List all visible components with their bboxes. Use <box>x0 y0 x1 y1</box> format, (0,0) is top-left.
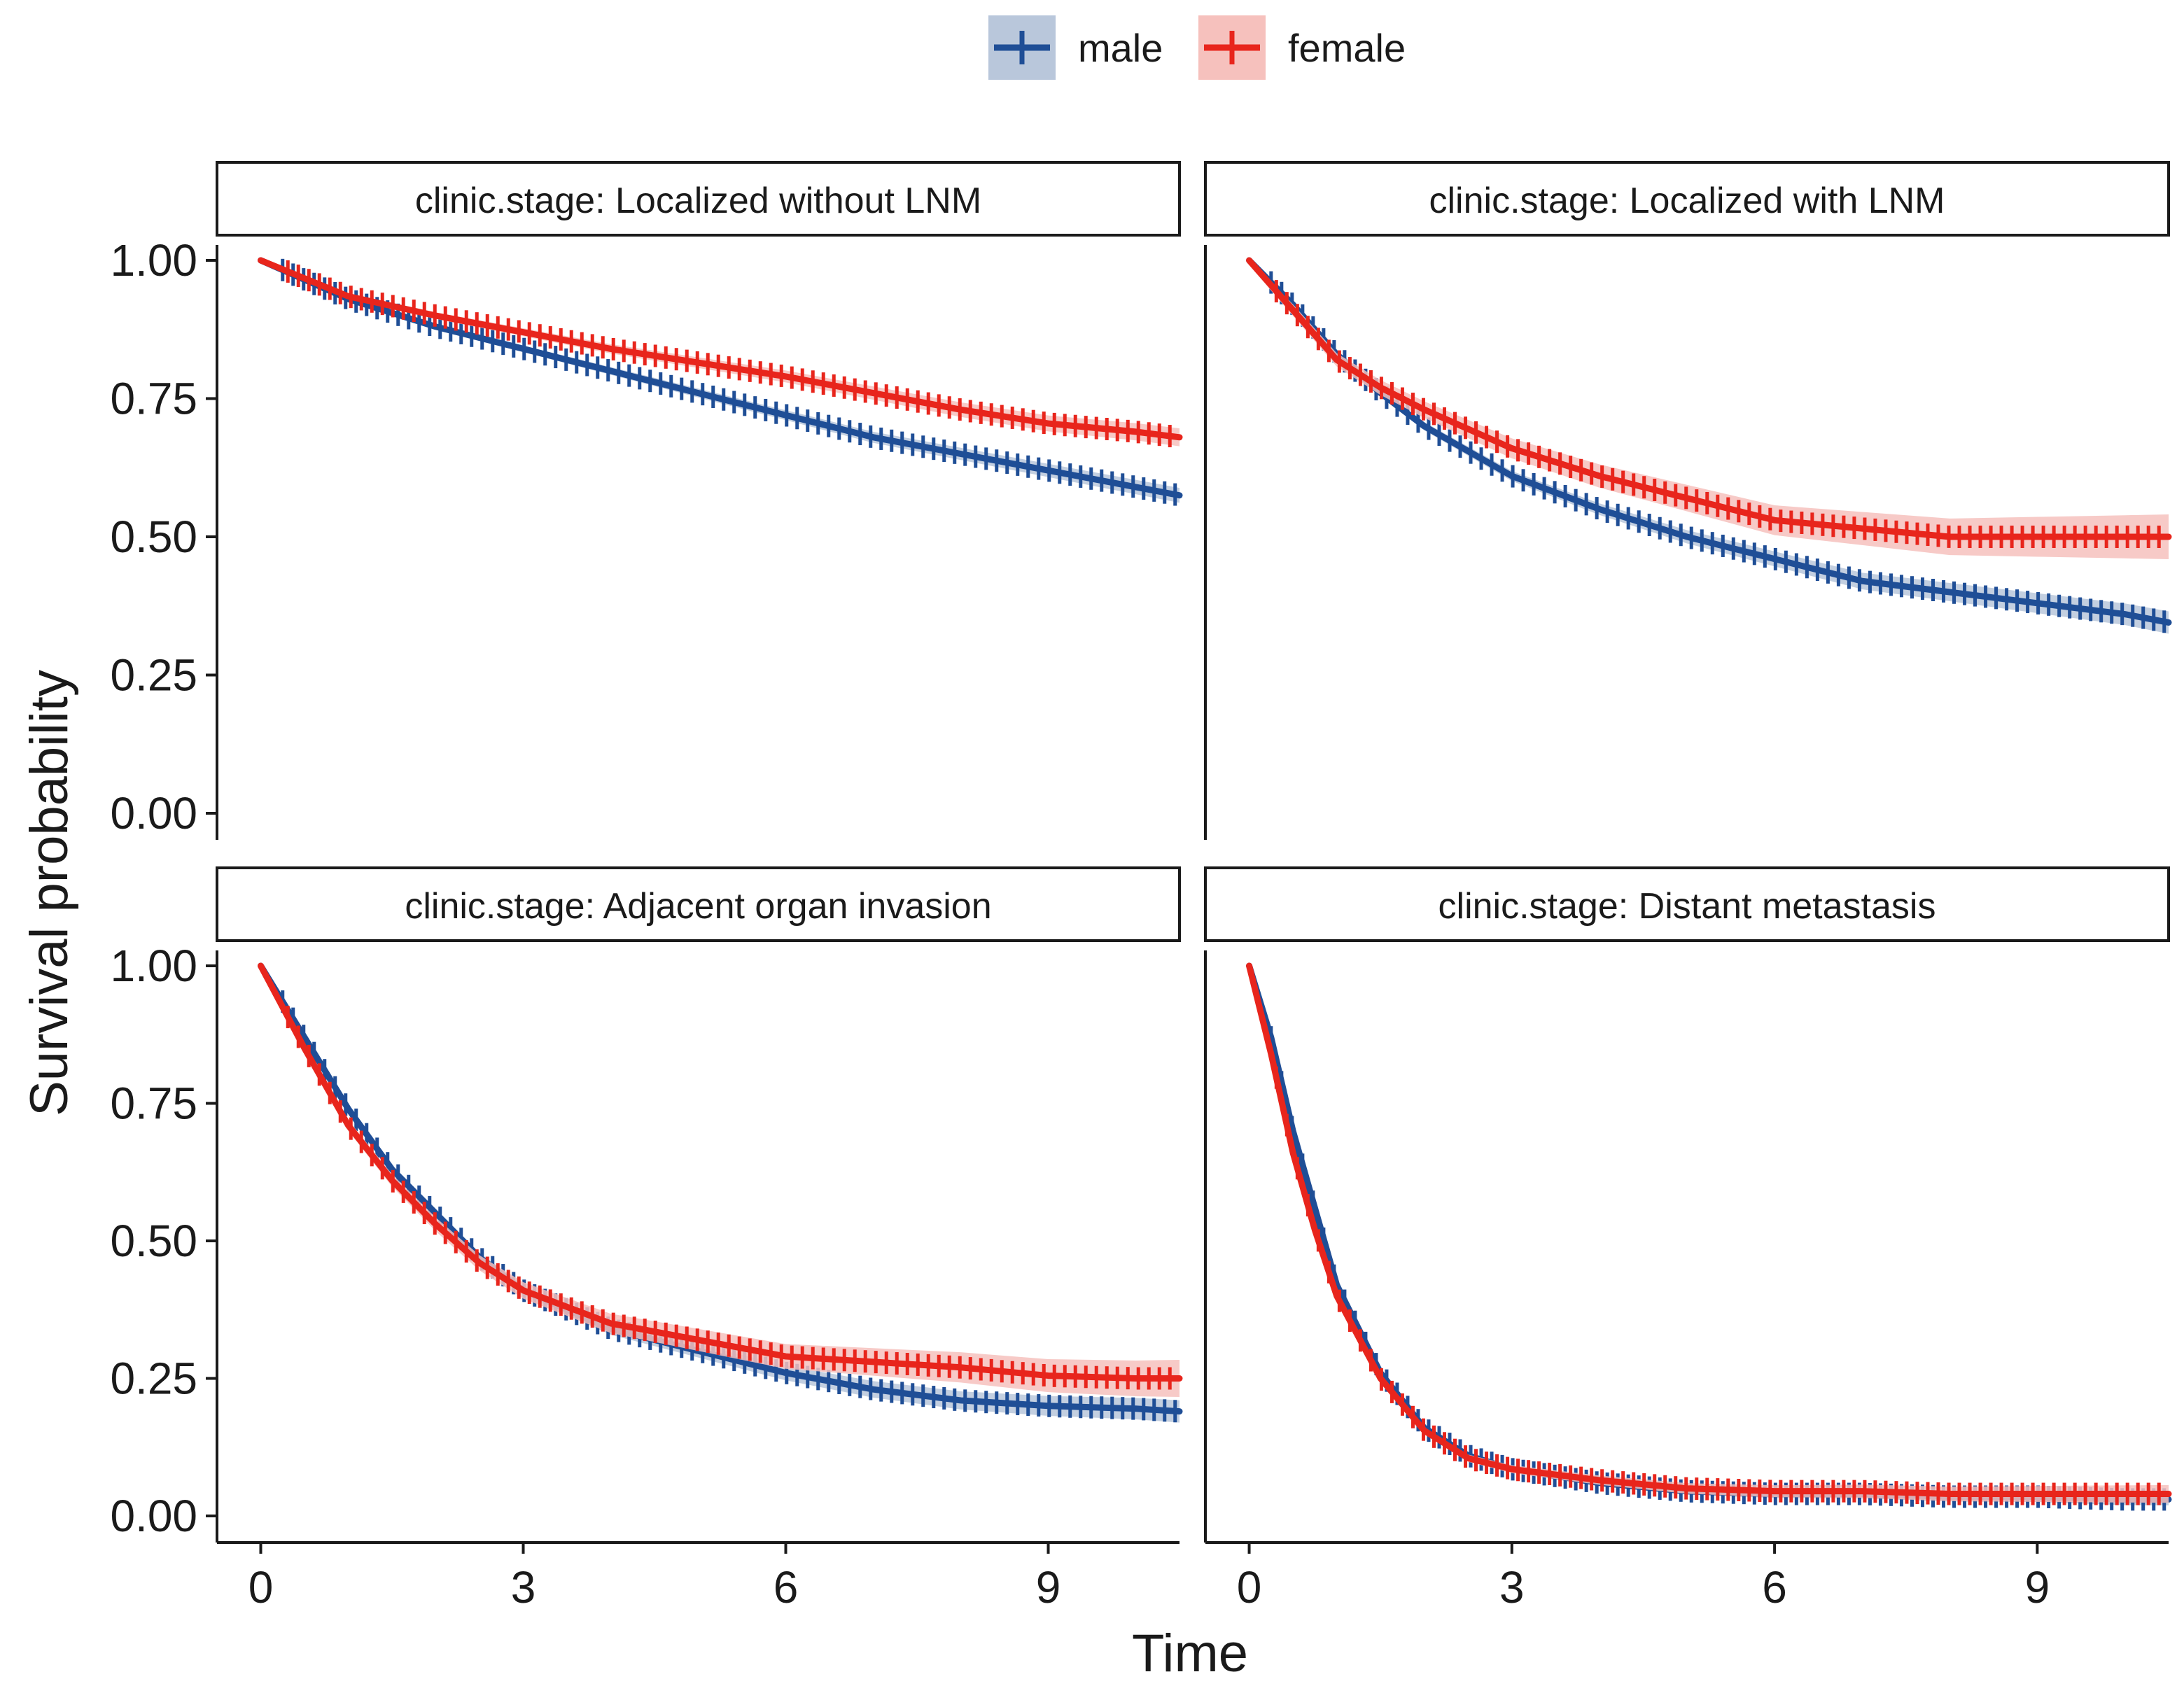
x-tick-label: 3 <box>511 1562 536 1613</box>
confidence-band-male <box>1249 260 2169 634</box>
series-male <box>1246 257 2172 634</box>
y-tick-label: 0.75 <box>110 374 197 424</box>
y-tick-label: 0.50 <box>110 512 197 562</box>
legend-label-male: male <box>1078 26 1163 70</box>
panel-strip-label: clinic.stage: Localized without LNM <box>415 181 981 221</box>
survival-curve-female <box>1246 962 2172 1498</box>
panel-strip-label: clinic.stage: Localized with LNM <box>1429 181 1945 221</box>
panel-strip <box>216 161 1181 237</box>
confidence-band-male <box>1249 966 2169 1505</box>
x-tick-label: 9 <box>2025 1562 2050 1613</box>
series-female <box>258 962 1183 1398</box>
x-tick-label: 0 <box>248 1562 274 1613</box>
series-female <box>258 257 1183 448</box>
x-tick-label: 0 <box>1237 1562 1262 1613</box>
panel-1: clinic.stage: Localized without LNM 0.00 0… <box>110 161 1183 840</box>
confidence-band-female <box>1249 966 2169 1503</box>
y-tick-label: 0.50 <box>110 1216 197 1266</box>
x-tick-label: 9 <box>1036 1562 1061 1613</box>
confidence-band-female <box>260 260 1180 447</box>
survival-curve-female <box>258 257 1183 441</box>
panel-strip <box>1204 866 2170 942</box>
y-axis-title: Survival probability <box>20 670 79 1116</box>
y-tick-label: 0.25 <box>110 650 197 701</box>
legend-label-female: female <box>1288 26 1406 70</box>
y-tick-label: 1.00 <box>110 235 197 286</box>
series-female <box>1246 257 2172 559</box>
panel-strip <box>1204 161 2170 237</box>
panel-4: clinic.stage: Distant metastasis 0 3 6 9 <box>1204 866 2172 1613</box>
survival-curve-male <box>258 257 1183 499</box>
x-tick-label: 3 <box>1499 1562 1525 1613</box>
panel-3: clinic.stage: Adjacent organ invasion 0.0… <box>110 866 1183 1613</box>
legend-item-male: male <box>988 15 1163 80</box>
panel-strip <box>216 866 1181 942</box>
x-tick-label: 6 <box>774 1562 799 1613</box>
y-tick-label: 1.00 <box>110 941 197 991</box>
panel-strip-label: clinic.stage: Distant metastasis <box>1438 886 1936 927</box>
confidence-band-female <box>1249 260 2169 559</box>
series-male <box>258 257 1183 506</box>
legend-item-female: female <box>1198 15 1406 80</box>
survival-curve-male <box>1246 962 2172 1503</box>
y-tick-label: 0.00 <box>110 1491 197 1541</box>
panels: clinic.stage: Localized without LNM 0.00 0… <box>110 161 2172 1613</box>
legend: male female <box>988 15 1406 80</box>
y-tick-label: 0.75 <box>110 1079 197 1129</box>
x-tick-label: 6 <box>1762 1562 1787 1613</box>
survival-curve-male <box>1246 257 2172 626</box>
y-tick-label: 0.00 <box>110 788 197 838</box>
series-female <box>1246 962 2172 1505</box>
panel-2: clinic.stage: Localized with LNM <box>1204 161 2172 840</box>
y-tick-label: 0.25 <box>110 1354 197 1404</box>
series-male <box>1246 962 2172 1511</box>
panel-strip-label: clinic.stage: Adjacent organ invasion <box>405 886 991 927</box>
confidence-band-female <box>260 966 1180 1398</box>
x-axis-title: Time <box>1132 1624 1248 1683</box>
